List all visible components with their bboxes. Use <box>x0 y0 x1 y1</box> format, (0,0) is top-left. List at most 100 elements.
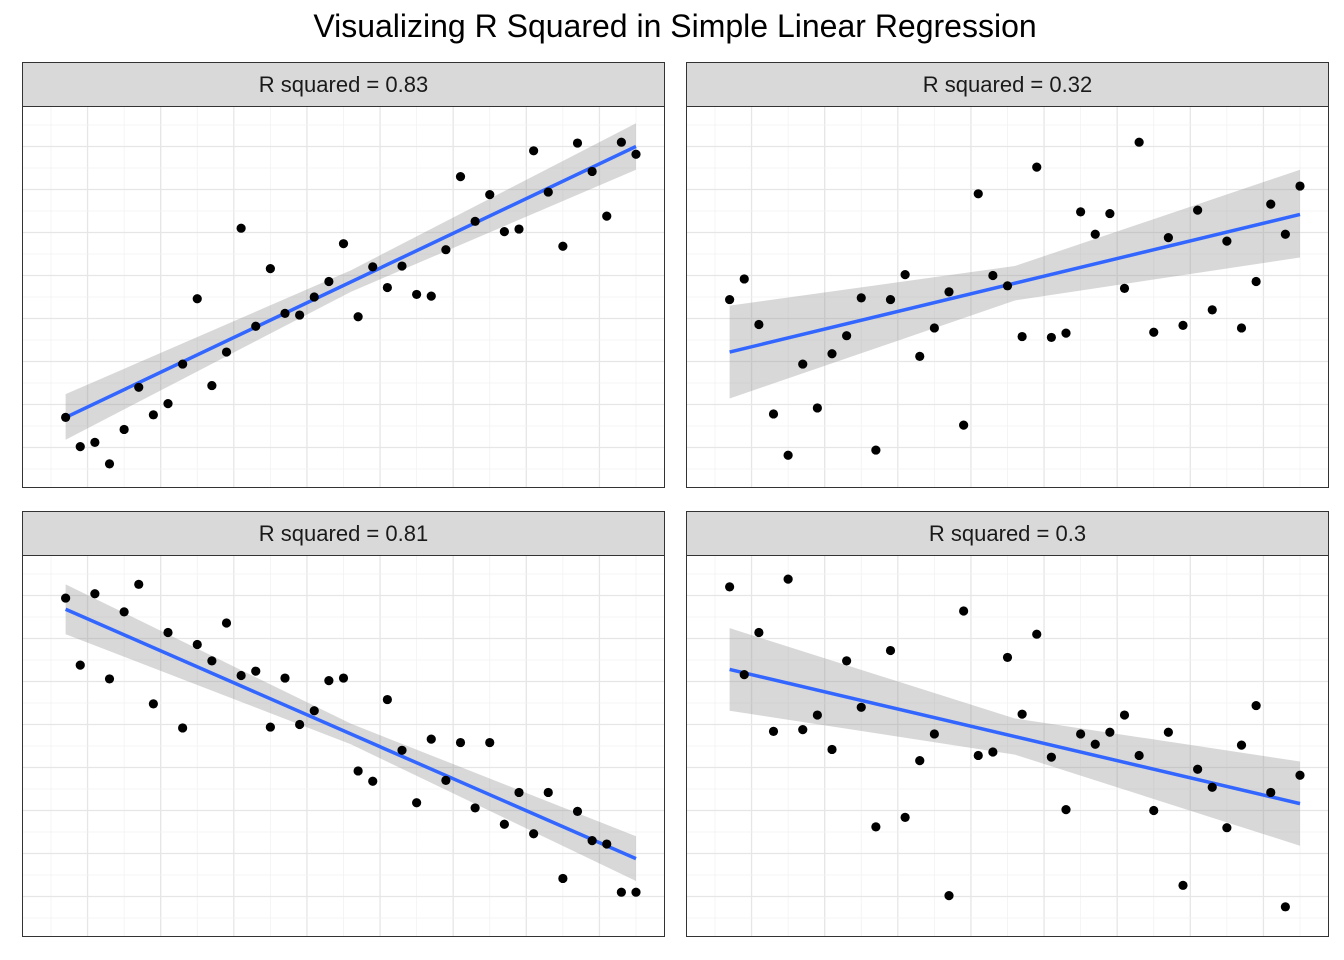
data-point <box>221 618 232 628</box>
data-point <box>75 442 85 452</box>
data-point <box>280 308 290 318</box>
data-point <box>61 412 71 422</box>
data-point <box>368 262 378 272</box>
data-point <box>324 676 334 686</box>
data-point <box>295 719 305 730</box>
data-point <box>485 190 495 200</box>
data-point <box>338 239 349 249</box>
data-point <box>382 282 392 293</box>
data-point <box>1193 205 1203 215</box>
data-point <box>812 403 822 413</box>
data-point <box>827 744 837 755</box>
data-point <box>1207 305 1217 315</box>
data-point <box>1076 729 1086 739</box>
data-point <box>616 887 626 897</box>
data-point <box>587 836 597 846</box>
data-point <box>973 750 983 761</box>
data-point <box>1251 276 1261 287</box>
data-point <box>1046 752 1056 762</box>
data-point <box>1017 331 1027 342</box>
data-point <box>900 270 910 280</box>
plot-area <box>22 555 665 937</box>
data-point <box>558 241 568 251</box>
data-point <box>1076 207 1086 217</box>
data-point <box>1163 233 1173 243</box>
data-point <box>739 274 749 284</box>
data-point <box>1178 320 1188 330</box>
data-point <box>368 776 378 786</box>
data-point <box>104 674 115 684</box>
data-point <box>426 734 436 744</box>
data-point <box>1222 236 1232 246</box>
data-point <box>148 699 158 709</box>
data-point <box>236 670 246 681</box>
data-point <box>768 726 779 736</box>
data-point <box>1090 739 1100 749</box>
data-point <box>441 245 451 255</box>
data-point <box>1280 229 1290 239</box>
data-point <box>163 627 173 638</box>
data-point <box>543 187 553 197</box>
data-point <box>572 138 583 148</box>
data-point <box>754 319 764 330</box>
data-point <box>1046 332 1056 343</box>
data-point <box>754 627 764 638</box>
data-point <box>885 645 896 656</box>
data-point <box>944 287 954 297</box>
facet-strip-label: R squared = 0.3 <box>686 511 1329 556</box>
data-point <box>725 294 735 305</box>
data-point <box>251 666 261 676</box>
data-point <box>959 420 969 430</box>
data-point <box>280 673 290 683</box>
regression-line <box>64 607 637 861</box>
data-point <box>412 798 422 808</box>
data-point <box>1178 880 1188 890</box>
data-point <box>1002 281 1013 291</box>
data-point <box>441 775 451 785</box>
data-point <box>1002 652 1013 663</box>
data-point <box>929 729 939 739</box>
regression-line <box>729 212 1301 354</box>
data-point <box>812 710 822 720</box>
data-point <box>324 276 334 287</box>
data-point <box>192 639 202 650</box>
data-point <box>265 722 275 732</box>
data-point <box>470 216 480 226</box>
data-point <box>397 261 407 271</box>
facet-panel-4: R squared = 0.3 <box>686 511 1329 938</box>
data-point <box>631 149 641 159</box>
data-point <box>944 891 954 901</box>
data-point <box>178 723 188 733</box>
data-point <box>178 359 188 369</box>
data-point <box>842 331 852 341</box>
data-point <box>602 839 612 849</box>
data-point <box>959 606 969 616</box>
scatter-plot-svg <box>23 556 664 936</box>
data-point <box>1295 770 1305 780</box>
data-point <box>309 292 319 302</box>
scatter-plot-svg <box>687 556 1328 936</box>
data-point <box>455 172 466 182</box>
data-point <box>725 582 735 592</box>
data-point <box>768 409 779 419</box>
data-point <box>1119 710 1130 720</box>
data-point <box>1149 805 1159 816</box>
data-point <box>353 312 363 322</box>
data-point <box>1090 229 1100 239</box>
data-point <box>90 589 100 599</box>
data-point <box>827 349 837 359</box>
data-point <box>134 382 144 392</box>
data-point <box>631 887 641 897</box>
facet-panel-1: R squared = 0.83 <box>22 62 665 489</box>
data-point <box>207 380 217 391</box>
plot-area <box>686 106 1329 488</box>
data-point <box>119 424 129 435</box>
data-point <box>338 673 349 683</box>
plot-area <box>22 106 665 488</box>
data-point <box>470 803 480 813</box>
plot-title: Visualizing R Squared in Simple Linear R… <box>313 8 1037 44</box>
data-point <box>1193 764 1203 774</box>
data-point <box>1280 902 1290 912</box>
data-point <box>572 806 583 816</box>
data-point <box>309 706 319 716</box>
